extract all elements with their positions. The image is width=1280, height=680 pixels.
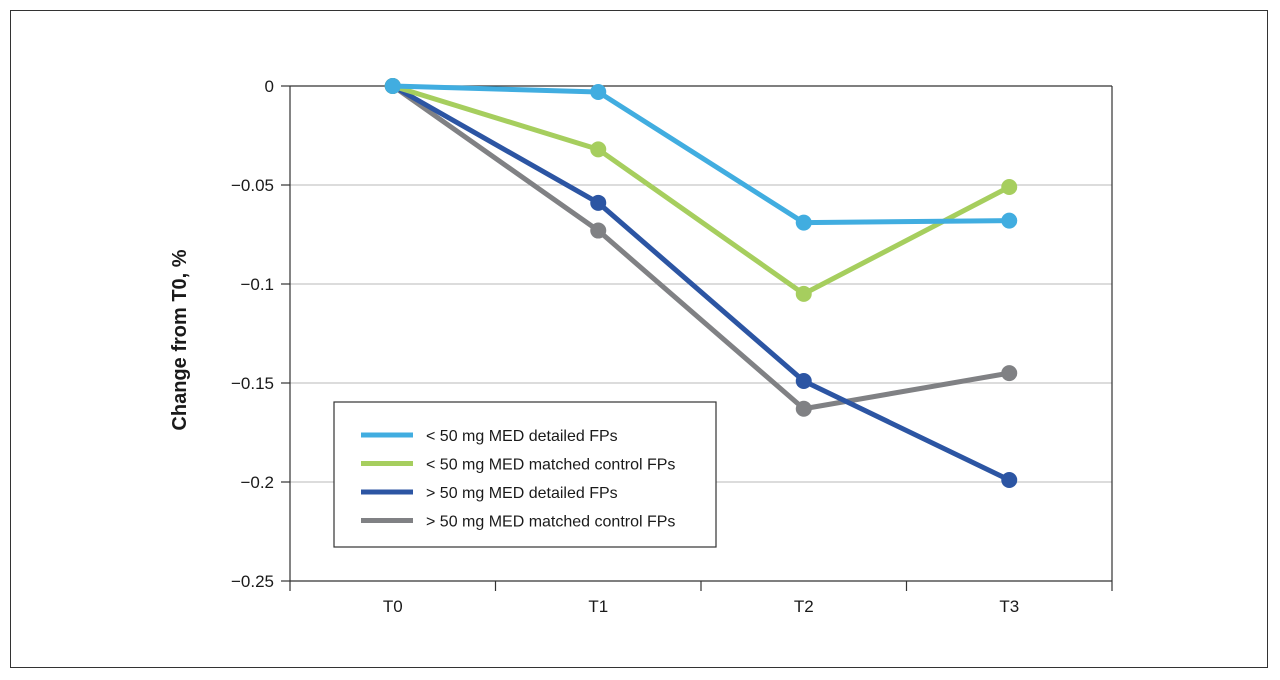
data-point	[590, 222, 607, 239]
y-tick-label: 0	[265, 77, 274, 96]
series-lines	[384, 78, 1018, 489]
y-tick-label: −0.1	[240, 275, 274, 294]
y-axis-title: Change from T0, %	[169, 249, 191, 430]
series-line	[390, 83, 1012, 483]
data-point	[795, 373, 812, 390]
x-tick-label: T3	[999, 597, 1019, 616]
data-point	[590, 83, 607, 100]
legend: < 50 mg MED detailed FPs < 50 mg MED matc…	[333, 401, 717, 548]
y-tick-label: −0.05	[231, 176, 274, 195]
legend-label: < 50 mg MED matched control FPs	[426, 457, 675, 474]
y-tick-label: −0.2	[240, 473, 274, 492]
x-tick-label: T2	[794, 597, 814, 616]
data-point	[1001, 365, 1018, 382]
series-line	[390, 83, 1012, 226]
legend-label: > 50 mg MED detailed FPs	[426, 485, 618, 502]
data-point	[795, 214, 812, 231]
data-point	[1001, 178, 1018, 195]
data-point	[795, 285, 812, 302]
x-tick-label: T1	[588, 597, 608, 616]
data-point	[590, 141, 607, 158]
data-point	[384, 78, 401, 94]
x-tick-label: T0	[383, 597, 403, 616]
legend-label: > 50 mg MED matched control FPs	[426, 514, 675, 531]
y-tick-label: −0.25	[231, 572, 274, 591]
series-line	[390, 83, 1012, 297]
legend-label: < 50 mg MED detailed FPs	[426, 428, 618, 445]
data-point	[590, 194, 607, 211]
data-point	[795, 400, 812, 417]
series-line	[390, 83, 1012, 412]
data-point	[1001, 472, 1018, 489]
chart-frame	[10, 10, 1268, 668]
data-point	[1001, 212, 1018, 229]
y-tick-label: −0.15	[231, 374, 274, 393]
